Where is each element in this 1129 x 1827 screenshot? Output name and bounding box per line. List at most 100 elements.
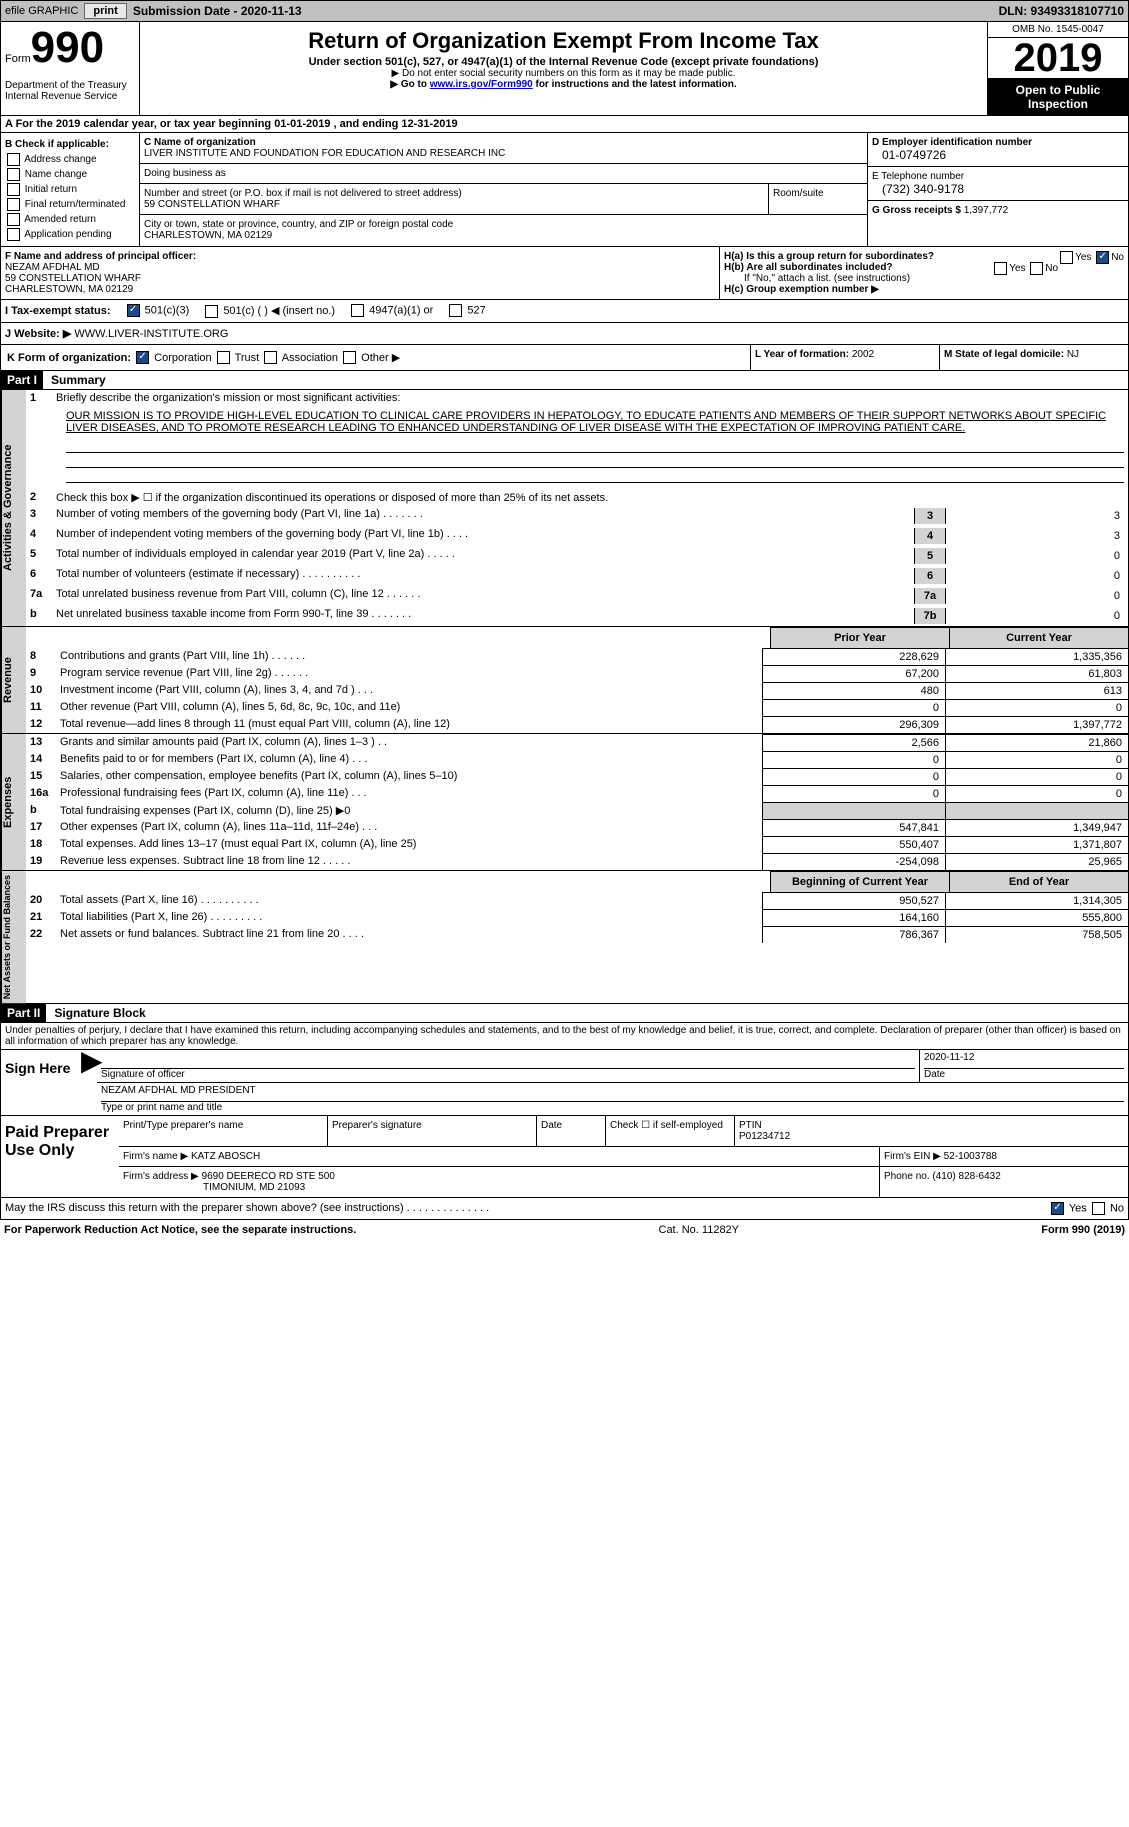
part2-header: Part II Signature Block [0, 1004, 1129, 1023]
opt-address: Address change [24, 154, 96, 165]
ha-no: No [1111, 252, 1124, 263]
chk-initial[interactable] [7, 183, 20, 196]
check-self-employed: Check ☐ if self-employed [606, 1116, 735, 1146]
line2-label: Check this box ▶ ☐ if the organization d… [56, 491, 1124, 504]
prep-sig-label: Preparer's signature [328, 1116, 537, 1146]
chk-pending[interactable] [7, 228, 20, 241]
expense-row: bTotal fundraising expenses (Part IX, co… [26, 802, 1128, 819]
chk-corp[interactable] [136, 351, 149, 364]
ein-label: D Employer identification number [872, 137, 1032, 148]
chk-discuss-no[interactable] [1092, 1202, 1105, 1215]
discuss-no: No [1110, 1203, 1124, 1215]
sign-area: Sign Here ▶ Signature of officer 2020-11… [0, 1050, 1129, 1116]
part2-title: Signature Block [46, 1004, 153, 1022]
hc-label: H(c) Group exemption number ▶ [724, 284, 879, 295]
chk-501c[interactable] [205, 305, 218, 318]
discuss-row: May the IRS discuss this return with the… [0, 1198, 1129, 1220]
netassets-section: Net Assets or Fund Balances Beginning of… [0, 871, 1129, 1004]
firm-addr: 9690 DEERECO RD STE 500 [202, 1171, 335, 1182]
hdr-current: Current Year [949, 627, 1128, 648]
chk-assoc[interactable] [264, 351, 277, 364]
discuss-yes: Yes [1069, 1203, 1087, 1215]
j-label: J Website: ▶ [5, 328, 71, 340]
firm-name: KATZ ABOSCH [191, 1151, 260, 1162]
phone-value: (732) 340-9178 [872, 182, 1124, 196]
k-row: K Form of organization: Corporation Trus… [0, 345, 1129, 372]
form-subtitle: Under section 501(c), 527, or 4947(a)(1)… [144, 56, 983, 68]
chk-amended[interactable] [7, 213, 20, 226]
tax-year: 2019 [988, 38, 1128, 79]
footer-right: Form 990 (2019) [1041, 1224, 1125, 1236]
year-formation: 2002 [852, 349, 874, 360]
activities-section: Activities & Governance 1Briefly describ… [0, 390, 1129, 627]
rev-header: Prior Year Current Year [26, 627, 1128, 648]
revenue-row: 12Total revenue—add lines 8 through 11 (… [26, 716, 1128, 733]
ha-label: H(a) Is this a group return for subordin… [724, 251, 934, 262]
chk-ha-no[interactable] [1096, 251, 1109, 264]
side-expenses: Expenses [1, 734, 26, 870]
dept-irs: Internal Revenue Service [5, 91, 135, 102]
perjury-text: Under penalties of perjury, I declare th… [0, 1023, 1129, 1050]
opt-pending: Application pending [24, 229, 111, 240]
netassets-row: 21Total liabilities (Part X, line 26) . … [26, 909, 1128, 926]
chk-final[interactable] [7, 198, 20, 211]
chk-address-change[interactable] [7, 153, 20, 166]
note2-post: for instructions and the latest informat… [533, 79, 737, 90]
form-prefix: Form [5, 53, 31, 65]
gov-row: 6Total number of volunteers (estimate if… [26, 566, 1128, 586]
officer-addr2: CHARLESTOWN, MA 02129 [5, 284, 133, 295]
chk-other[interactable] [343, 351, 356, 364]
sig-officer-label: Signature of officer [101, 1069, 185, 1080]
note-ssn: ▶ Do not enter social security numbers o… [144, 68, 983, 79]
form-header: Form990 Department of the Treasury Inter… [0, 22, 1129, 116]
firm-addr-label: Firm's address ▶ [123, 1171, 199, 1182]
gov-row: bNet unrelated business taxable income f… [26, 606, 1128, 626]
chk-hb-yes[interactable] [994, 262, 1007, 275]
tax-status-row: I Tax-exempt status: 501(c)(3) 501(c) ( … [0, 300, 1129, 323]
hdr-end: End of Year [949, 871, 1128, 892]
phone-label: E Telephone number [872, 171, 964, 182]
part1-header: Part I Summary [0, 371, 1129, 390]
chk-discuss-yes[interactable] [1051, 1202, 1064, 1215]
side-revenue: Revenue [1, 627, 26, 733]
chk-501c3[interactable] [127, 304, 140, 317]
date-label: Date [924, 1069, 945, 1080]
opt-trust: Trust [235, 352, 260, 364]
chk-name-change[interactable] [7, 168, 20, 181]
chk-trust[interactable] [217, 351, 230, 364]
chk-hb-no[interactable] [1030, 262, 1043, 275]
ein-value: 01-0749726 [872, 148, 1124, 162]
l-label: L Year of formation: [755, 349, 849, 360]
street-address: 59 CONSTELLATION WHARF [144, 199, 280, 210]
officer-signature-line[interactable] [101, 1052, 915, 1069]
prep-phone: (410) 828-6432 [932, 1171, 1000, 1182]
b-label: B Check if applicable: [5, 139, 109, 150]
rule2 [66, 453, 1124, 468]
opt-other: Other ▶ [361, 352, 400, 364]
expenses-section: Expenses 13Grants and similar amounts pa… [0, 734, 1129, 871]
sign-here-label: Sign Here [1, 1050, 79, 1115]
prep-phone-label: Phone no. [884, 1171, 930, 1182]
opt-corp: Corporation [154, 352, 211, 364]
addr-label: Number and street (or P.O. box if mail i… [144, 188, 462, 199]
netassets-row: 22Net assets or fund balances. Subtract … [26, 926, 1128, 943]
opt-initial: Initial return [25, 184, 77, 195]
chk-ha-yes[interactable] [1060, 251, 1073, 264]
city-value: CHARLESTOWN, MA 02129 [144, 230, 272, 241]
expense-row: 16aProfessional fundraising fees (Part I… [26, 785, 1128, 802]
irs-link[interactable]: www.irs.gov/Form990 [430, 79, 533, 90]
hdr-prior: Prior Year [770, 627, 949, 648]
part2-label: Part II [1, 1004, 46, 1022]
expense-row: 14Benefits paid to or for members (Part … [26, 751, 1128, 768]
gov-row: 3Number of voting members of the governi… [26, 506, 1128, 526]
dln: DLN: 93493318107710 [999, 4, 1124, 18]
footer-mid: Cat. No. 11282Y [356, 1224, 1041, 1236]
chk-527[interactable] [449, 304, 462, 317]
hdr-beg: Beginning of Current Year [770, 871, 949, 892]
website-row: J Website: ▶ WWW.LIVER-INSTITUTE.ORG [0, 323, 1129, 345]
side-netassets: Net Assets or Fund Balances [1, 871, 26, 1003]
chk-4947[interactable] [351, 304, 364, 317]
efile-label: efile GRAPHIC [5, 5, 78, 17]
print-button[interactable]: print [84, 3, 126, 19]
f-label: F Name and address of principal officer: [5, 251, 196, 262]
